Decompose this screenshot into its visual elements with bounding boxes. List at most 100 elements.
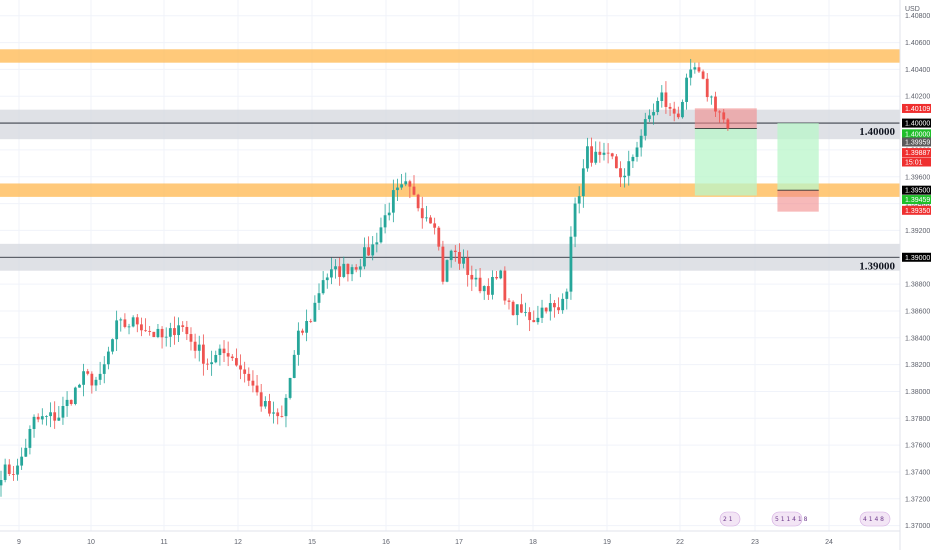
candle-body [296,330,300,355]
candle-body [11,474,15,475]
time-tick-label: 24 [825,539,833,546]
candle-body [263,401,267,407]
candle-body [65,399,69,406]
price-tick-label: 1.39600 [905,174,930,181]
candle-body [358,266,362,270]
price-tag [902,148,931,158]
candle-body [486,286,490,295]
candle-body [24,447,28,457]
candle-body [218,348,222,355]
candle-body [532,320,536,323]
candle-body [503,270,507,301]
candle-body [230,356,234,359]
candle-body [689,69,693,78]
candle-body [701,71,705,79]
candle-body [197,344,201,351]
candle-body [602,152,606,155]
candle-body [656,100,660,113]
time-tick-label: 16 [382,539,390,546]
candle-body [652,112,655,116]
candle-body [693,67,697,70]
candle-body [598,151,602,155]
candle-body [619,168,622,178]
candle-body [309,321,313,322]
price-tick-label: 1.37400 [905,469,930,476]
candle-body [404,181,408,185]
candle-body [462,257,465,264]
price-tick-label: 1.38400 [905,335,930,342]
candle-body [313,302,317,322]
candle-body [90,373,94,386]
candle-body [284,397,288,417]
candle-body [94,379,98,386]
candle-body [519,304,523,313]
gray-zone [0,109,900,140]
candle-body [144,330,147,332]
price-tag-label: 15:01 [905,159,923,166]
candle-body [553,303,556,308]
candle-body [536,317,540,323]
candle-body [515,304,519,316]
candle-body [606,152,610,154]
candle-body [524,312,527,313]
candle-body [367,247,370,256]
time-axis[interactable]: 9 10 11 12 15 16 17 18 19 22 23 24 [0,530,900,546]
candle-body [16,465,19,475]
long-position-stop-zone [777,190,819,212]
candle-body [648,115,651,120]
candle-body [528,312,532,321]
candle-body [0,480,3,486]
candle-body [441,246,445,282]
candle-body [156,328,160,338]
candle-body [32,416,36,429]
candle-body [78,384,81,388]
candle-body [354,267,358,270]
price-tag-label: 1.39887 [905,150,930,157]
candle-body [474,277,478,280]
price-tick-label: 1.38200 [905,362,930,369]
candle-body [722,112,726,120]
candle-body [548,303,552,312]
price-tick-label: 1.38000 [905,389,930,396]
event-icon [771,511,803,527]
position-boxes[interactable] [694,108,819,212]
event-icons[interactable]: 2 1 5 1 1 4 1 8 4 1 4 8 [719,511,891,527]
candle-body [639,135,643,148]
candle-body [540,307,544,318]
candle-body [495,277,498,279]
candle-body [259,392,263,407]
time-tick-label: 11 [160,539,167,546]
candle-body [371,244,375,256]
candle-body [705,78,709,98]
candle-body [36,416,40,420]
time-tick-label: 10 [87,539,95,546]
candle-body [338,266,342,277]
candle-body [317,293,321,303]
candle-body [288,377,292,398]
candle-body [148,330,152,332]
candle-body [251,380,255,386]
long-position-target-zone [777,123,819,191]
candle-body [445,260,449,282]
candle-body [135,317,139,325]
candle-body [131,317,135,327]
candle-body [28,428,32,448]
candle-body [235,358,238,366]
candle-body [102,364,106,374]
price-tag [902,195,931,205]
candle-body [152,331,156,338]
price-tag-label: 1.39350 [905,208,930,215]
candle-body [140,324,143,331]
candle-body [449,250,453,261]
candle-body [565,291,569,299]
candle-body [429,217,432,224]
candle-body [305,321,309,333]
candle-body [247,373,251,381]
short-position-stop-zone [694,108,757,129]
price-tag-label: 1.39500 [905,188,930,195]
candle-body [424,217,428,219]
price-tag [902,103,931,113]
time-tick-label: 12 [234,539,242,546]
candle-body [491,277,494,295]
